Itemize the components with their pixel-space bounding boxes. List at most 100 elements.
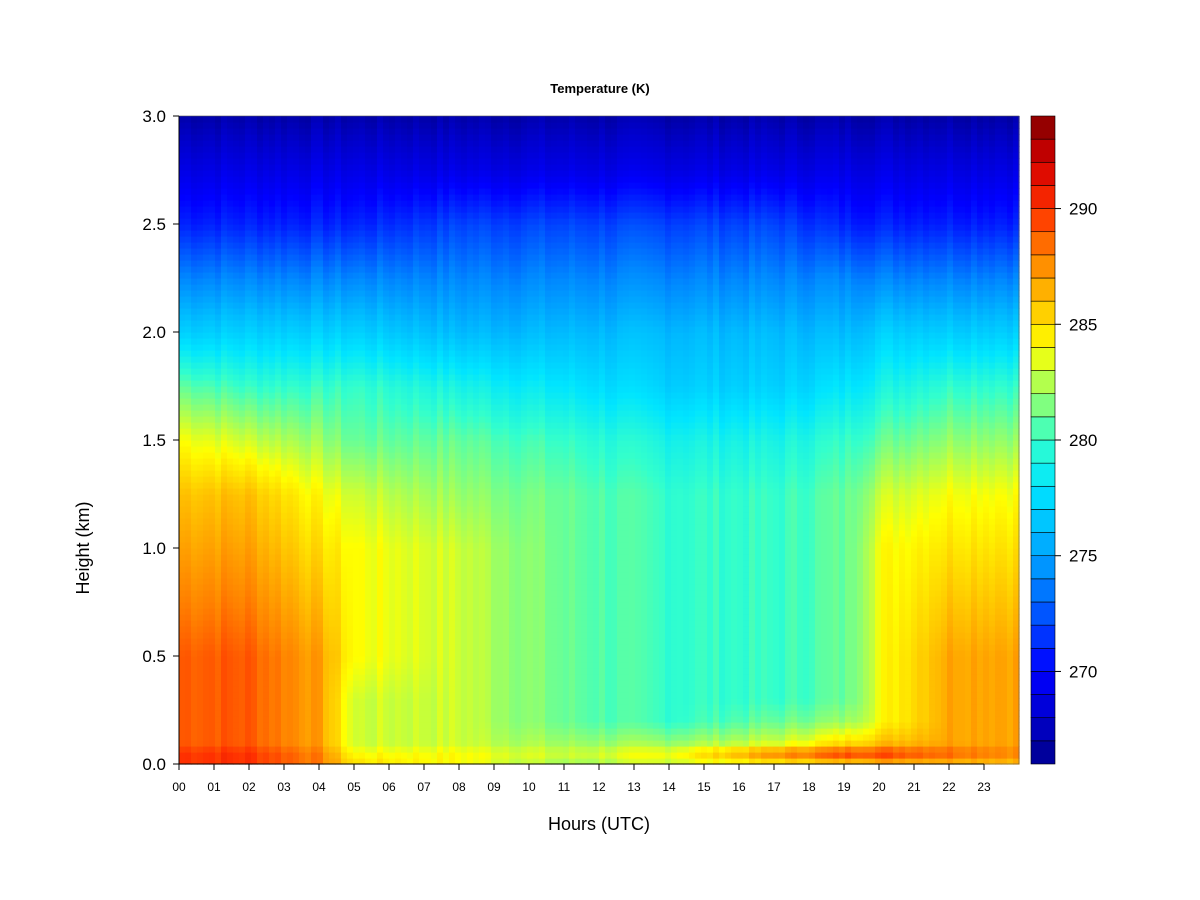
heatmap-cell [221,710,228,717]
heatmap-cell [341,152,348,159]
heatmap-cell [329,248,336,255]
heatmap-cell [359,140,366,147]
heatmap-cell [335,620,342,627]
heatmap-cell [263,194,270,201]
heatmap-cell [299,704,306,711]
heatmap-cell [203,266,210,273]
heatmap-cell [323,434,330,441]
heatmap-cell [275,248,282,255]
heatmap-cell [287,566,294,573]
heatmap-cell [371,500,378,507]
heatmap-cell [209,680,216,687]
heatmap-cell [383,320,390,327]
heatmap-cell [425,308,432,315]
heatmap-cell [215,296,222,303]
heatmap-cell [275,176,282,183]
heatmap-cell [401,344,408,351]
heatmap-cell [395,374,402,381]
heatmap-cell [209,440,216,447]
heatmap-cell [203,362,210,369]
heatmap-cell [299,560,306,567]
heatmap-cell [305,506,312,513]
heatmap-cell [197,422,204,429]
heatmap-cell [329,290,336,297]
heatmap-cell [329,278,336,285]
heatmap-cell [437,548,444,555]
heatmap-cell [179,542,186,549]
heatmap-cell [203,560,210,567]
heatmap-cell [335,530,342,537]
heatmap-cell [407,404,414,411]
heatmap-cell [341,290,348,297]
heatmap-cell [353,590,360,597]
heatmap-cell [401,458,408,465]
heatmap-cell [377,740,384,747]
heatmap-cell [425,566,432,573]
heatmap-cell [347,542,354,549]
heatmap-cell [209,746,216,753]
heatmap-cell [365,128,372,135]
heatmap-cell [203,722,210,729]
heatmap-cell [383,716,390,723]
heatmap-cell [179,728,186,735]
heatmap-cell [215,626,222,633]
heatmap-cell [455,698,462,705]
heatmap-cell [197,566,204,573]
heatmap-cell [353,206,360,213]
heatmap-cell [383,494,390,501]
heatmap-cell [347,578,354,585]
heatmap-cell [185,704,192,711]
heatmap-cell [293,194,300,201]
heatmap-cell [317,464,324,471]
heatmap-cell [389,248,396,255]
heatmap-cell [269,428,276,435]
heatmap-cell [251,734,258,741]
heatmap-cell [311,368,318,375]
heatmap-cell [335,224,342,231]
heatmap-cell [293,536,300,543]
heatmap-cell [401,704,408,711]
heatmap-cell [203,134,210,141]
heatmap-cell [425,530,432,537]
heatmap-cell [185,674,192,681]
heatmap-cell [269,524,276,531]
heatmap-cell [425,548,432,555]
heatmap-cell [197,188,204,195]
heatmap-cell [407,158,414,165]
heatmap-cell [311,620,318,627]
heatmap-cell [197,464,204,471]
heatmap-cell [227,194,234,201]
heatmap-cell [437,350,444,357]
heatmap-cell [419,176,426,183]
heatmap-cell [299,326,306,333]
heatmap-cell [365,512,372,519]
heatmap-cell [329,596,336,603]
heatmap-cell [371,242,378,249]
heatmap-cell [365,596,372,603]
heatmap-cell [209,236,216,243]
heatmap-cell [245,326,252,333]
heatmap-cell [389,134,396,141]
heatmap-cell [287,170,294,177]
heatmap-cell [221,236,228,243]
heatmap-cell [401,470,408,477]
heatmap-cell [371,728,378,735]
heatmap-cell [359,230,366,237]
heatmap-cell [299,230,306,237]
heatmap-cell [335,236,342,243]
heatmap-cell [443,272,450,279]
heatmap-cell [395,494,402,501]
heatmap-cell [293,200,300,207]
heatmap-cell [305,650,312,657]
heatmap-cell [335,434,342,441]
heatmap-cell [365,290,372,297]
heatmap-cell [401,440,408,447]
heatmap-cell [323,668,330,675]
heatmap-cell [425,608,432,615]
heatmap-cell [365,314,372,321]
heatmap-cell [209,650,216,657]
heatmap-cell [437,704,444,711]
heatmap-cell [191,746,198,753]
heatmap-cell [245,374,252,381]
heatmap-cell [335,152,342,159]
